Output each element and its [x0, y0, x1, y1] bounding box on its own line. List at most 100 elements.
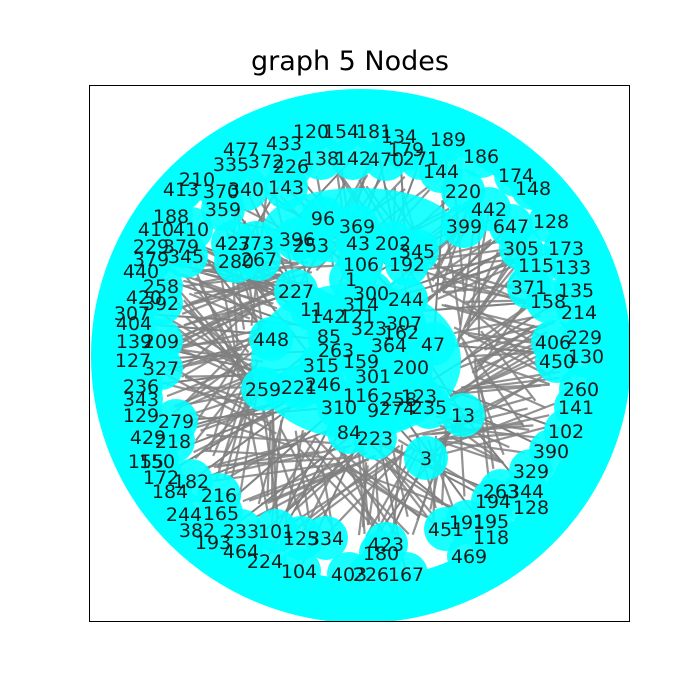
node-label: 116 — [343, 385, 379, 407]
node-label: 379 — [163, 236, 199, 258]
node-label: 390 — [533, 441, 569, 463]
node-label: 96 — [311, 208, 335, 230]
edge-line — [328, 452, 405, 533]
node-label: 118 — [473, 527, 509, 549]
plot-area: 189 186 174 148 128 173 133 135 214 229 130 450 260 1… — [89, 85, 630, 622]
graph-node — [289, 223, 333, 267]
node-label: 115 — [518, 255, 554, 277]
node-label: 470 — [368, 149, 404, 171]
node-label: 142 — [310, 306, 346, 328]
node-label: 144 — [423, 161, 459, 183]
node-label: 121 — [339, 306, 375, 328]
edge-line — [433, 438, 525, 454]
edge-line — [261, 407, 309, 535]
node-label: 433 — [266, 133, 302, 155]
edge-line — [183, 292, 292, 327]
edge-line — [166, 383, 249, 406]
edge-line — [333, 442, 398, 536]
graph-node — [385, 242, 429, 286]
graph-node — [424, 507, 468, 551]
node-label: 370 — [203, 181, 239, 203]
edge-line — [457, 251, 499, 342]
node-label: 403 — [331, 564, 367, 586]
graph-node — [241, 367, 285, 411]
node-label: 173 — [548, 238, 584, 260]
node-label: 9 — [367, 400, 379, 422]
node-label: 442 — [471, 199, 507, 221]
node-label: 427 — [215, 233, 251, 255]
node-label: 134 — [381, 126, 417, 148]
edge-line — [385, 462, 436, 527]
edge-line — [167, 293, 267, 352]
node-label: 244 — [166, 504, 202, 526]
node-label: 158 — [530, 291, 566, 313]
node-label: 340 — [228, 179, 264, 201]
node-label: 364 — [371, 335, 407, 357]
node-label: 451 — [428, 519, 464, 541]
node-label: 11 — [300, 299, 324, 321]
node-label: 47 — [421, 334, 445, 356]
node-label: 315 — [303, 355, 339, 377]
node-label: 345 — [168, 246, 204, 268]
node-label: 192 — [389, 254, 425, 276]
node-label: 469 — [451, 546, 487, 568]
node-label: 210 — [179, 169, 215, 191]
edge-line — [163, 372, 277, 435]
node-label: 150 — [139, 451, 175, 473]
node-label: 165 — [203, 503, 239, 525]
edge-line — [248, 467, 345, 502]
node-label: 216 — [201, 485, 237, 507]
node-label: 369 — [339, 216, 375, 238]
nodes-layer — [110, 109, 608, 596]
node-label: 450 — [539, 351, 575, 373]
graph-node — [277, 549, 321, 593]
node-label: 235 — [411, 397, 447, 419]
edge-line — [478, 358, 550, 386]
node-label: 429 — [130, 427, 166, 449]
node-label: 128 — [533, 211, 569, 233]
node-label: 180 — [363, 543, 399, 565]
graph-node — [526, 279, 570, 323]
node-label: 191 — [449, 512, 485, 534]
node-label: 392 — [143, 293, 179, 315]
node-label: 174 — [498, 165, 534, 187]
node-label: 226 — [353, 564, 389, 586]
node-label: 3 — [420, 448, 432, 470]
node-label: 477 — [223, 139, 259, 161]
node-label: 423 — [368, 534, 404, 556]
graph-node — [407, 385, 451, 429]
node-label: 120 — [293, 121, 329, 143]
graph-node — [511, 166, 555, 210]
node-label: 229 — [566, 327, 602, 349]
node-label: 301 — [355, 366, 391, 388]
node-label: 310 — [321, 397, 357, 419]
graph-node — [404, 436, 448, 480]
node-label: 344 — [508, 481, 544, 503]
node-label: 195 — [473, 511, 509, 533]
node-label: 188 — [153, 206, 189, 228]
node-label: 189 — [430, 129, 466, 151]
graph-title: graph 5 Nodes — [251, 46, 449, 77]
node-label: 142 — [335, 148, 371, 170]
edge-line — [223, 456, 347, 467]
node-label: 125 — [283, 528, 319, 550]
graph-node — [249, 317, 293, 361]
node-label: 104 — [281, 561, 317, 583]
node-label: 141 — [558, 397, 594, 419]
node-label: 399 — [446, 216, 482, 238]
node-label: 143 — [268, 177, 304, 199]
node-label: 129 — [123, 405, 159, 427]
graph-node — [353, 416, 397, 460]
node-label: 139 — [116, 331, 152, 353]
node-label: 179 — [388, 139, 424, 161]
node-label: 373 — [238, 233, 274, 255]
node-label: 102 — [548, 421, 584, 443]
node-label: 224 — [247, 551, 283, 573]
node-label: 404 — [116, 313, 152, 335]
node-label: 263 — [483, 481, 519, 503]
node-label: 244 — [388, 289, 424, 311]
node-label: 372 — [248, 151, 284, 173]
edge-line — [293, 448, 364, 512]
graph-node — [154, 399, 198, 443]
node-label: 314 — [343, 294, 379, 316]
